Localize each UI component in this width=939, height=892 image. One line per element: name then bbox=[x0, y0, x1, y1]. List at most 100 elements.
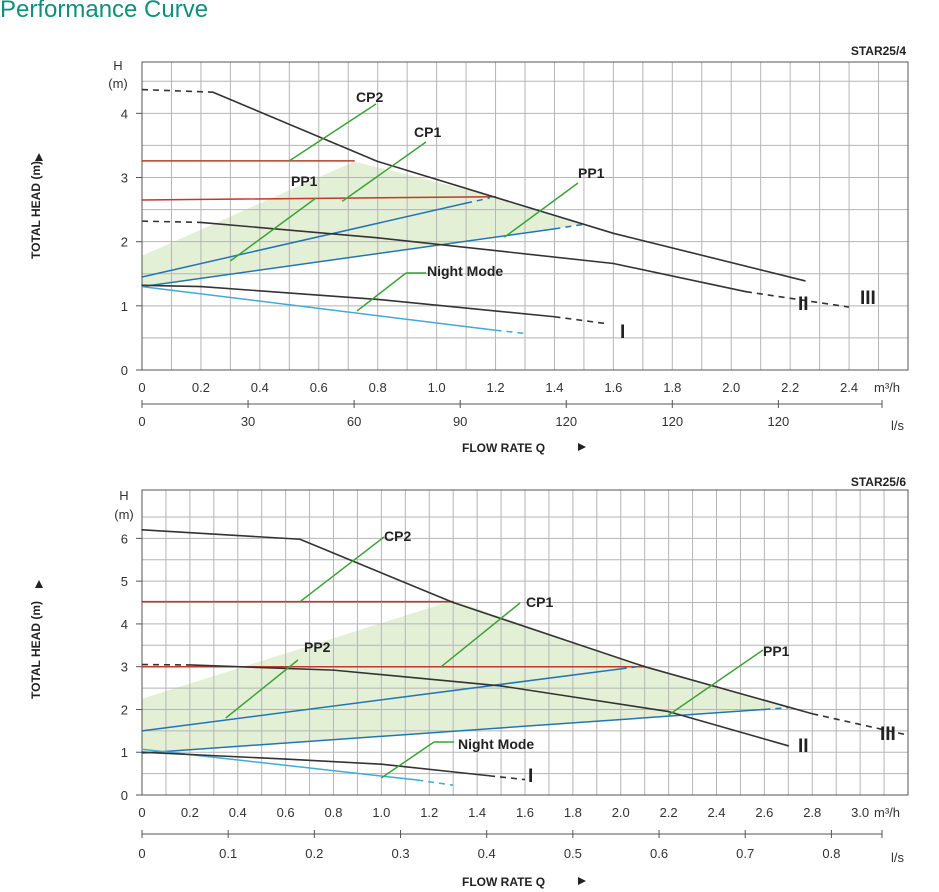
y-tick-label: 3 bbox=[121, 660, 128, 675]
speed-curve bbox=[200, 285, 379, 301]
speed-curve-dashed bbox=[141, 88, 213, 93]
x-tick-label: 1.8 bbox=[663, 380, 681, 395]
y-tick-label: 1 bbox=[121, 745, 128, 760]
x2-tick-label: 120 bbox=[555, 414, 577, 429]
x2-tick-label: 120 bbox=[661, 414, 683, 429]
operating-area bbox=[142, 161, 584, 287]
label-cp2: CP2 bbox=[356, 89, 383, 105]
x-tick-label: 1.0 bbox=[428, 380, 446, 395]
speed-label-III: III bbox=[880, 724, 896, 745]
x-tick-label: 0.4 bbox=[229, 805, 247, 820]
operating-area bbox=[142, 600, 789, 754]
proportional-pressure-curve-dashed bbox=[465, 197, 490, 204]
speed-curve-dashed bbox=[812, 712, 909, 736]
x2-tick-label: 0.4 bbox=[478, 846, 496, 861]
x-tick-label: 1.4 bbox=[545, 380, 563, 395]
y-axis-title: TOTAL HEAD (m) bbox=[29, 161, 43, 259]
y-unit-symbol: H bbox=[113, 58, 122, 73]
proportional-pressure-curve bbox=[141, 228, 556, 288]
x-unit-top: m³/h bbox=[874, 805, 900, 820]
y-unit: (m) bbox=[114, 507, 134, 522]
annotation-leader bbox=[299, 536, 385, 603]
annotation-leader bbox=[288, 103, 377, 162]
y-axis-arrow bbox=[35, 153, 43, 161]
x-tick-label: 1.2 bbox=[486, 380, 504, 395]
speed-curve bbox=[500, 685, 670, 713]
y-tick-label: 4 bbox=[121, 106, 128, 121]
x-axis-arrow bbox=[578, 443, 586, 451]
proportional-pressure-curve-dashed bbox=[554, 223, 585, 230]
night-mode-curve bbox=[141, 285, 497, 331]
speed-curve bbox=[141, 284, 202, 288]
night-mode-curve-dashed bbox=[495, 329, 526, 335]
speed-curve bbox=[332, 669, 502, 687]
y-tick-label: 4 bbox=[121, 617, 128, 632]
label-pp-left: PP1 bbox=[291, 173, 318, 189]
y-tick-label: 0 bbox=[121, 788, 128, 803]
x-tick-label: 0.2 bbox=[181, 805, 199, 820]
speed-curve bbox=[189, 664, 335, 671]
proportional-pressure-curve-dashed bbox=[620, 665, 645, 670]
x-tick-label: 2.0 bbox=[612, 805, 630, 820]
x2-tick-label: 60 bbox=[347, 414, 361, 429]
page-title: Performance Curve bbox=[0, 0, 209, 23]
x2-tick-label: 0.8 bbox=[822, 846, 840, 861]
x-tick-label: 2.6 bbox=[755, 805, 773, 820]
y-tick-label: 3 bbox=[121, 171, 128, 186]
x-tick-label: 0.8 bbox=[369, 380, 387, 395]
speed-label-I: I bbox=[620, 322, 625, 343]
proportional-pressure-curve bbox=[141, 708, 766, 754]
y-tick-label: 6 bbox=[121, 531, 128, 546]
label-cp2: CP2 bbox=[384, 528, 411, 544]
speed-curve bbox=[643, 665, 814, 715]
x-tick-label: 2.4 bbox=[840, 380, 858, 395]
x-tick-label: 1.0 bbox=[372, 805, 390, 820]
y-tick-label: 2 bbox=[121, 235, 128, 250]
label-pp-right: PP1 bbox=[578, 165, 605, 181]
speed-curve-dashed bbox=[141, 220, 201, 224]
x-tick-label: 1.6 bbox=[516, 805, 534, 820]
proportional-pressure-curve bbox=[141, 668, 622, 732]
x-tick-label: 2.2 bbox=[781, 380, 799, 395]
speed-curve bbox=[284, 758, 383, 766]
speed-curve bbox=[211, 91, 379, 163]
x-tick-label: 0 bbox=[138, 805, 145, 820]
speed-curve bbox=[141, 751, 287, 760]
speed-label-I: I bbox=[528, 766, 533, 787]
y-tick-label: 5 bbox=[121, 574, 128, 589]
y-axis-arrow bbox=[35, 580, 43, 588]
x-unit-top: m³/h bbox=[874, 380, 900, 395]
x-tick-label: 2.4 bbox=[707, 805, 725, 820]
annotation-leader bbox=[341, 141, 427, 202]
x-unit-bottom: l/s bbox=[891, 850, 905, 865]
x-tick-label: 0 bbox=[138, 380, 145, 395]
x-tick-label: 0.2 bbox=[192, 380, 210, 395]
x2-tick-label: 0.1 bbox=[219, 846, 237, 861]
speed-curve bbox=[452, 601, 646, 668]
speed-curve bbox=[667, 710, 790, 747]
y-tick-label: 2 bbox=[121, 702, 128, 717]
x-tick-label: 1.4 bbox=[468, 805, 486, 820]
speed-curve bbox=[376, 298, 556, 318]
x-tick-label: 2.8 bbox=[803, 805, 821, 820]
speed-label-II: II bbox=[798, 294, 809, 315]
x-tick-label: 2.2 bbox=[660, 805, 678, 820]
x2-tick-label: 0.3 bbox=[391, 846, 409, 861]
annotation-leader bbox=[503, 182, 579, 238]
chart-2: 0 1 2 3 4 5 6 0 0.2 0.4 0.6 0.8 1.0 1.2 1.4 1.6 1.8 2.0 2.… bbox=[29, 475, 909, 889]
proportional-pressure-curve bbox=[141, 202, 467, 278]
speed-label-III: III bbox=[860, 288, 876, 309]
speed-curve bbox=[141, 529, 301, 541]
y-tick-label: 1 bbox=[121, 299, 128, 314]
speed-curve bbox=[612, 232, 806, 282]
speed-curve-dashed bbox=[554, 315, 608, 325]
chart-1: 0 1 2 3 4 0 0.2 0.4 0.6 0.8 1.0 1.2 1.4 1.6 1.8 2.0 2.2 2… bbox=[29, 44, 909, 455]
annotation-leader bbox=[225, 659, 299, 719]
x-unit-bottom: l/s bbox=[891, 418, 905, 433]
speed-curve bbox=[612, 262, 747, 293]
x-axis-arrow bbox=[578, 877, 586, 885]
night-mode-curve-dashed bbox=[417, 779, 454, 786]
x-axis-title: FLOW RATE Q bbox=[462, 875, 545, 889]
speed-curve bbox=[200, 221, 379, 239]
